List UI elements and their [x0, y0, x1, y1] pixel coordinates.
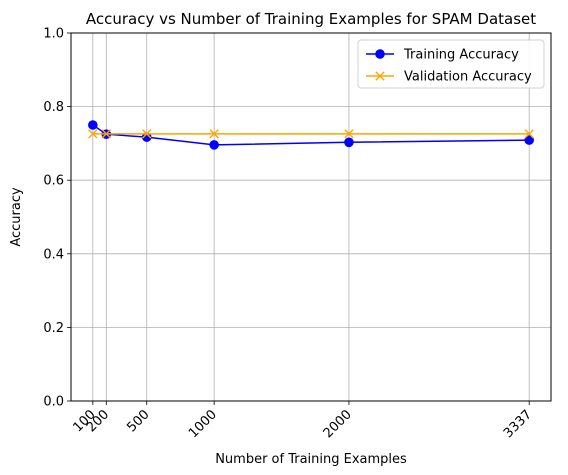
y-axis-title: Accuracy — [9, 187, 24, 247]
legend-swatch-marker — [375, 49, 385, 59]
y-tick-label: 0.4 — [43, 247, 64, 262]
y-tick-label: 0.8 — [43, 100, 64, 115]
legend-swatch-marker-stroke — [375, 71, 385, 81]
data-point — [209, 140, 219, 150]
data-point — [344, 137, 354, 148]
x-tick-label: 2000 — [321, 407, 355, 441]
legend-label: Training Accuracy — [403, 48, 519, 63]
y-tick-label: 0.2 — [43, 321, 64, 336]
data-point — [142, 129, 152, 139]
y-tick-label: 0.0 — [43, 395, 64, 410]
series-training-accuracy — [88, 120, 534, 150]
x-tick-label: 1000 — [186, 407, 220, 441]
data-point — [524, 135, 534, 145]
data-point — [344, 129, 354, 139]
data-point-stroke — [344, 129, 354, 139]
chart-title: Accuracy vs Number of Training Examples … — [86, 10, 536, 28]
y-tick-label: 1.0 — [43, 27, 64, 42]
x-tick-label: 500 — [124, 407, 152, 435]
legend-swatch-marker — [375, 71, 385, 81]
plot-area-frame — [70, 32, 552, 402]
legend-box — [357, 39, 545, 89]
data-point — [88, 129, 98, 139]
x-tick-label: 3337 — [501, 407, 535, 441]
y-axis: 0.0 0.2 0.4 0.6 0.8 1.0 — [43, 27, 71, 410]
data-point — [524, 129, 534, 139]
legend-label: Validation Accuracy — [404, 70, 532, 85]
data-point-stroke — [88, 129, 98, 139]
series-validation-accuracy — [88, 129, 534, 139]
legend: Training Accuracy Validation Accuracy — [357, 39, 545, 89]
data-point — [88, 120, 98, 130]
series-line — [92, 124, 530, 146]
x-axis-title: Number of Training Examples — [215, 452, 407, 467]
data-point-stroke — [524, 129, 534, 139]
series-layer — [88, 120, 534, 150]
data-point-stroke — [101, 129, 111, 139]
data-point-stroke — [209, 129, 219, 139]
data-point — [101, 129, 111, 139]
data-point — [209, 129, 219, 139]
y-tick-label: 0.6 — [43, 174, 64, 189]
data-point-stroke — [142, 129, 152, 139]
